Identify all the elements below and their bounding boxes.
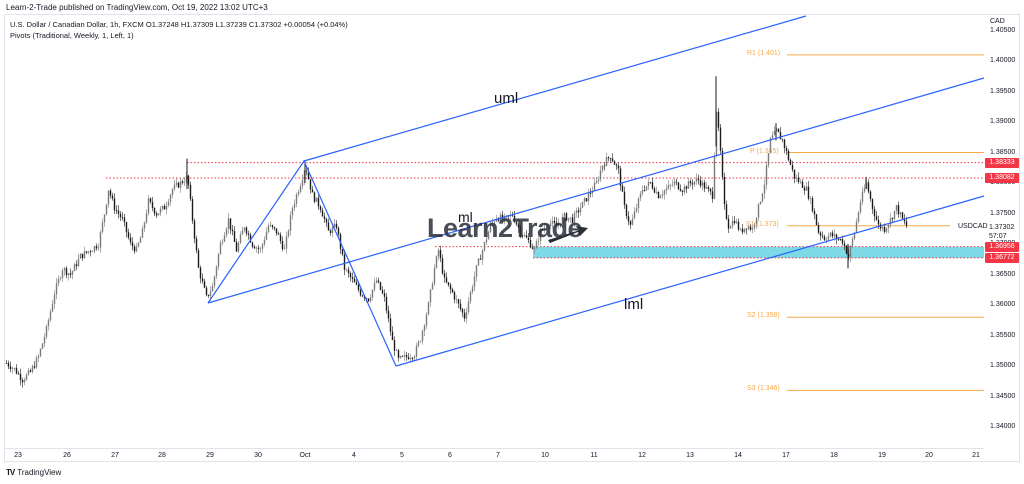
time-tick: 28 <box>158 452 166 459</box>
lml-line[interactable] <box>395 195 985 367</box>
current-price-value: 1.37302 <box>989 224 1015 231</box>
time-tick: 29 <box>206 452 214 459</box>
support-zone <box>533 246 984 258</box>
chart-frame <box>4 14 1020 462</box>
learn2trade-watermark: Learn2Trade <box>427 213 583 243</box>
pitchfork-channel[interactable] <box>207 15 985 367</box>
time-axis[interactable]: 23 26 27 28 29 30 Oct 4 5 6 7 10 11 12 13 14 17 18 19 20 21 <box>4 448 984 463</box>
price-badge: 1.36956 <box>985 241 1019 252</box>
price-tick: 1.40500 <box>990 26 1016 34</box>
price-tick: 1.34000 <box>990 423 1016 430</box>
time-tick: 10 <box>541 452 549 459</box>
uml-label: uml <box>494 90 519 107</box>
symbol-ohlc-line: U.S. Dollar / Canadian Dollar, 1h, FXCM … <box>10 20 348 29</box>
price-badge: 1.36772 <box>985 252 1019 263</box>
time-tick: 17 <box>782 452 790 459</box>
pivot-label-s2: S2 (1.358) <box>747 312 780 320</box>
tradingview-logo-icon: TV <box>6 468 15 477</box>
time-tick: 18 <box>830 452 838 459</box>
price-tick: 1.35000 <box>990 362 1016 369</box>
publisher-line: Learn-2-Trade published on TradingView.c… <box>6 3 268 12</box>
time-tick: 21 <box>972 452 980 459</box>
time-tick: 12 <box>638 452 646 459</box>
indicator-line[interactable]: Pivots (Traditional, Weekly, 1, Left, 1) <box>10 31 134 40</box>
candlesticks <box>5 76 908 388</box>
price-tick: 1.37500 <box>990 209 1016 217</box>
pitchfork-anchor-line[interactable] <box>207 159 397 367</box>
time-tick: 27 <box>111 452 119 459</box>
ml-label: ml <box>458 209 473 225</box>
time-tick: 6 <box>448 452 452 459</box>
price-badge: 1.38333 <box>985 157 1019 168</box>
price-tick: 1.40000 <box>990 57 1016 64</box>
tradingview-logo-text: TradingView <box>17 468 62 477</box>
chart-legend: U.S. Dollar / Canadian Dollar, 1h, FXCM … <box>10 19 348 41</box>
time-tick: 13 <box>686 452 694 459</box>
tradingview-logo[interactable]: TV TradingView <box>6 468 61 477</box>
bar-countdown: 57:07 <box>989 233 1007 240</box>
time-tick: Oct <box>299 452 311 459</box>
pivot-label-s3: S3 (1.346) <box>747 385 780 393</box>
time-tick: 14 <box>734 452 742 459</box>
time-tick: 19 <box>878 452 886 459</box>
price-tick: 1.38500 <box>990 148 1016 156</box>
horizontal-levels <box>106 54 984 391</box>
time-tick: 5 <box>400 452 404 459</box>
symbol-label: USDCAD <box>958 223 988 230</box>
price-tick: 1.34500 <box>990 392 1016 400</box>
price-tick: 1.35500 <box>990 331 1016 339</box>
time-tick: 7 <box>496 452 500 459</box>
lml-label: lml <box>624 296 644 313</box>
time-tick: 4 <box>352 452 356 459</box>
time-tick: 23 <box>14 452 22 459</box>
time-tick: 26 <box>63 452 71 459</box>
currency-label: CAD <box>990 18 1005 25</box>
pivot-label-r1: R1 (1.401) <box>747 49 781 57</box>
time-tick: 11 <box>590 452 598 459</box>
uml-line[interactable] <box>303 15 807 162</box>
time-tick: 30 <box>254 452 262 459</box>
current-price: 1.37302 57:07 <box>989 223 1014 241</box>
arrow-icon <box>548 226 588 243</box>
time-tick: 20 <box>925 452 933 459</box>
price-tick: 1.39000 <box>990 118 1016 125</box>
price-tick: 1.36000 <box>990 301 1016 308</box>
ml-line[interactable] <box>207 77 985 304</box>
pivot-label-p: P (1.385) <box>750 147 779 155</box>
price-tick: 1.36500 <box>990 270 1016 278</box>
price-badge: 1.38082 <box>985 172 1019 183</box>
price-tick: 1.39500 <box>990 87 1016 95</box>
pivot-label-s1: S1 (1.373) <box>746 220 779 228</box>
